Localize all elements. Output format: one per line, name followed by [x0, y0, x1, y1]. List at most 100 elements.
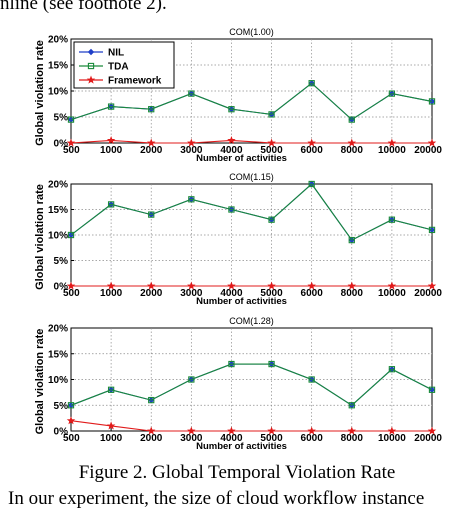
framework-marker	[187, 281, 196, 290]
framework-marker	[347, 426, 357, 435]
x-tick-label: 5000	[260, 288, 283, 299]
framework-marker	[146, 426, 156, 435]
y-tick-label: 0%	[54, 282, 69, 293]
chart-title: COM(1.28)	[229, 316, 274, 326]
tda-marker	[228, 360, 235, 368]
x-tick-label: 4000	[220, 288, 243, 299]
framework-marker	[267, 281, 276, 290]
y-axis-label: Global violation rate	[34, 40, 46, 146]
tda-marker	[308, 80, 315, 87]
tda-marker	[428, 98, 436, 105]
tda-marker	[188, 196, 195, 203]
tda-marker	[67, 231, 75, 239]
x-tick-label: 2000	[140, 145, 163, 156]
chart-title: COM(1.00)	[229, 27, 274, 37]
y-tick-label: 5%	[54, 401, 69, 412]
legend-label-tda: TDA	[108, 62, 129, 73]
x-tick-label: 3000	[180, 288, 203, 299]
tda-marker	[107, 201, 115, 208]
tda-marker	[428, 226, 436, 234]
framework-marker	[106, 281, 116, 290]
x-tick-label: 8000	[341, 145, 364, 156]
tda-marker	[148, 396, 155, 404]
tda-marker	[188, 90, 195, 97]
paper-text-bottom: In our experiment, the size of cloud wor…	[8, 488, 425, 509]
legend: NIL TDA Framework	[73, 41, 175, 89]
tda-marker	[268, 111, 275, 118]
framework-marker	[66, 138, 76, 147]
tda-marker	[428, 386, 436, 393]
x-tick-label: 500	[63, 433, 80, 444]
tda-marker	[348, 402, 355, 409]
x-tick-label: 4000	[220, 145, 243, 156]
y-axis-label: Global violation rate	[34, 329, 46, 435]
series-line-framework	[70, 139, 432, 144]
x-tick-label: 10000	[378, 145, 406, 156]
x-tick-label: 500	[63, 288, 80, 299]
framework-marker	[267, 426, 276, 435]
y-tick-label: 10%	[48, 87, 68, 98]
framework-marker	[106, 421, 116, 430]
figure-caption: Figure 2. Global Temporal Violation Rate	[78, 462, 396, 483]
x-tick-label: 6000	[301, 145, 324, 156]
x-tick-label: 4000	[220, 433, 243, 444]
x-tick-label: 2000	[140, 288, 163, 299]
x-tick-label: 6000	[301, 288, 324, 299]
tda-marker	[348, 236, 355, 244]
framework-marker	[347, 281, 357, 290]
x-tick-label: 500	[63, 145, 80, 156]
y-tick-label: 5%	[54, 113, 69, 124]
framework-marker	[106, 135, 116, 145]
framework-marker	[227, 281, 236, 290]
framework-marker	[427, 138, 437, 147]
tda-marker	[107, 386, 115, 393]
tda-marker	[148, 211, 155, 218]
framework-marker	[227, 426, 236, 435]
x-tick-label: 5000	[260, 433, 283, 444]
x-axis-label: Number of activities	[196, 441, 287, 452]
framework-marker	[187, 138, 196, 147]
series-framework	[66, 135, 437, 147]
chart-panel-2: 0% 5% 10% 15% 20% 500 1000 2000 3000 4000 5000 6000…	[34, 172, 442, 307]
x-tick-label: 1000	[100, 288, 123, 299]
tda-marker	[87, 62, 95, 70]
tda-marker	[188, 376, 195, 383]
legend-label-framework: Framework	[108, 76, 162, 87]
framework-marker	[387, 281, 397, 290]
y-axis-label: Global violation rate	[34, 184, 46, 290]
x-tick-label: 20000	[414, 433, 442, 444]
series-tda	[67, 80, 436, 123]
tda-marker	[268, 216, 275, 223]
series-line-tda	[70, 363, 433, 406]
series-tda	[67, 180, 436, 244]
y-tick-label: 15%	[48, 349, 68, 360]
x-tick-label: 10000	[378, 433, 406, 444]
tda-marker	[388, 90, 396, 97]
series-framework	[66, 416, 437, 435]
framework-marker	[307, 426, 316, 435]
framework-marker	[146, 281, 156, 290]
framework-marker	[347, 138, 357, 147]
y-tick-label: 20%	[48, 35, 68, 46]
framework-marker	[267, 138, 276, 147]
chart-title: COM(1.15)	[229, 172, 274, 182]
framework-marker	[307, 138, 316, 147]
x-tick-label: 20000	[414, 288, 442, 299]
tda-marker	[228, 206, 235, 213]
tda-marker	[67, 116, 75, 123]
framework-marker	[387, 138, 397, 147]
y-tick-label: 5%	[54, 256, 69, 267]
y-tick-label: 10%	[48, 231, 68, 242]
paper-text-top: nline (see footnote 2).	[0, 0, 167, 14]
chart-panel-1: 0% 5% 10% 15% 20% 500 1000 2000 3000 4000 5000 6000…	[34, 27, 442, 164]
series-line-tda	[70, 82, 433, 121]
nil-marker	[87, 48, 95, 56]
x-tick-label: 5000	[260, 145, 283, 156]
y-tick-label: 20%	[48, 180, 68, 191]
x-tick-label: 10000	[378, 288, 406, 299]
chart-panel-3: 0% 5% 10% 15% 20% 500 1000 2000 3000 4000 5000 6000…	[34, 316, 442, 452]
plot-area	[70, 327, 433, 432]
tda-marker	[67, 402, 75, 409]
